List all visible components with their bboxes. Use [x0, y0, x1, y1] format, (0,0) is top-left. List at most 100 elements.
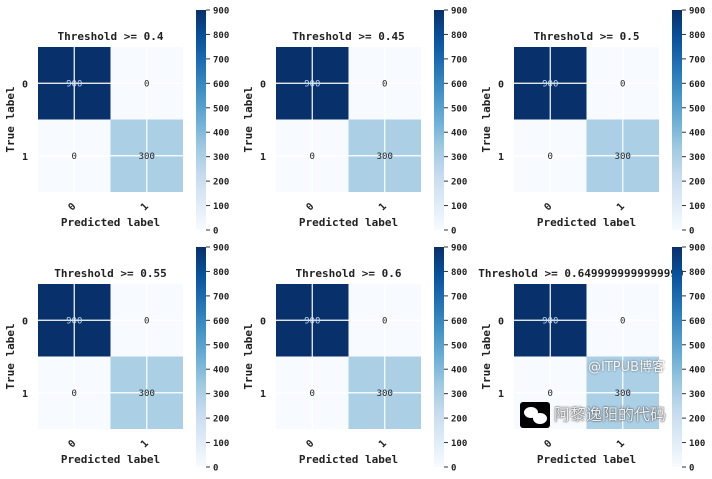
colorbar-tick-label: 0: [213, 227, 218, 237]
x-axis-label: Predicted label: [61, 453, 160, 466]
y-axis-label: True label: [4, 323, 17, 389]
colorbar: [434, 10, 444, 230]
cell-value: 900: [304, 79, 320, 89]
cell-value: 0: [144, 316, 149, 326]
x-tick-label: 0: [542, 438, 554, 450]
panel-title: Threshold >= 0.6499999999999999: [478, 267, 683, 280]
cell-value: 0: [310, 389, 315, 399]
y-axis-label: True label: [480, 323, 493, 389]
x-axis-label: Predicted label: [299, 216, 398, 229]
colorbar-tick-label: 500: [451, 341, 467, 351]
cell-value: 0: [620, 316, 625, 326]
x-tick-label: 1: [377, 201, 389, 213]
y-tick-label: 1: [498, 389, 504, 400]
colorbar-tick-label: 900: [213, 244, 229, 254]
colorbar-tick-label: 700: [213, 292, 229, 302]
x-tick-label: 0: [66, 438, 78, 450]
cell-value: 0: [620, 79, 625, 89]
colorbar-tick-label: 400: [213, 366, 229, 376]
colorbar-tick-label: 400: [689, 129, 705, 139]
colorbar-tick-label: 300: [213, 153, 229, 163]
panel-title: Threshold >= 0.6: [296, 267, 402, 280]
colorbar: [672, 10, 682, 230]
cell-value: 0: [548, 152, 553, 162]
colorbar: [434, 247, 444, 467]
x-tick-label: 1: [615, 438, 627, 450]
y-tick-label: 0: [260, 79, 266, 90]
x-tick-label: 0: [304, 201, 316, 213]
y-axis-label: True label: [480, 86, 493, 152]
cell-value: 900: [542, 316, 558, 326]
cell-value: 0: [72, 152, 77, 162]
colorbar-tick-label: 900: [689, 7, 705, 17]
y-tick-label: 1: [260, 389, 266, 400]
colorbar-tick-label: 200: [689, 178, 705, 188]
x-tick-label: 0: [66, 201, 78, 213]
cell-value: 900: [66, 79, 82, 89]
colorbar-tick-label: 400: [213, 129, 229, 139]
colorbar-tick-label: 500: [689, 104, 705, 114]
x-tick-label: 1: [377, 438, 389, 450]
colorbar-tick-label: 300: [451, 390, 467, 400]
colorbar-tick-label: 200: [451, 178, 467, 188]
colorbar-tick-label: 0: [689, 464, 694, 474]
colorbar-tick-label: 700: [689, 292, 705, 302]
y-tick-label: 1: [22, 152, 28, 163]
colorbar: [196, 247, 206, 467]
colorbar-tick-label: 500: [451, 104, 467, 114]
colorbar-tick-label: 100: [451, 202, 467, 212]
colorbar-tick-label: 600: [213, 80, 229, 90]
cell-value: 0: [382, 316, 387, 326]
colorbar-tick-label: 700: [451, 292, 467, 302]
colorbar-tick-label: 800: [451, 268, 467, 278]
colorbar-tick-label: 600: [689, 317, 705, 327]
y-tick-label: 1: [22, 389, 28, 400]
colorbar-tick-label: 500: [213, 341, 229, 351]
cell-value: 300: [139, 152, 155, 162]
colorbar-tick-label: 400: [451, 366, 467, 376]
colorbar-tick-label: 200: [689, 415, 705, 425]
y-tick-label: 0: [498, 316, 504, 327]
colorbar-tick-label: 700: [213, 55, 229, 65]
x-tick-label: 0: [542, 201, 554, 213]
colorbar-tick-label: 100: [451, 439, 467, 449]
colorbar-tick-label: 300: [213, 390, 229, 400]
colorbar-tick-label: 100: [689, 439, 705, 449]
cell-value: 300: [377, 389, 393, 399]
cell-value: 0: [72, 389, 77, 399]
colorbar-tick-label: 0: [451, 464, 456, 474]
panel-title: Threshold >= 0.55: [54, 267, 167, 280]
colorbar-tick-label: 800: [213, 268, 229, 278]
x-tick-label: 1: [139, 438, 151, 450]
cell-value: 300: [615, 389, 631, 399]
cell-value: 0: [144, 79, 149, 89]
colorbar-tick-label: 900: [451, 244, 467, 254]
colorbar-tick-label: 800: [689, 268, 705, 278]
y-axis-label: True label: [242, 86, 255, 152]
colorbar-tick-label: 800: [451, 31, 467, 41]
y-tick-label: 0: [498, 79, 504, 90]
cell-value: 900: [304, 316, 320, 326]
x-tick-label: 1: [615, 201, 627, 213]
x-tick-label: 0: [304, 438, 316, 450]
colorbar-tick-label: 700: [451, 55, 467, 65]
y-tick-label: 0: [260, 316, 266, 327]
colorbar-tick-label: 800: [689, 31, 705, 41]
y-tick-label: 1: [498, 152, 504, 163]
cell-value: 300: [139, 389, 155, 399]
y-tick-label: 0: [22, 316, 28, 327]
x-axis-label: Predicted label: [299, 453, 398, 466]
cell-value: 300: [377, 152, 393, 162]
x-axis-label: Predicted label: [537, 216, 636, 229]
y-axis-label: True label: [242, 323, 255, 389]
panel-title: Threshold >= 0.45: [292, 30, 405, 43]
y-tick-label: 1: [260, 152, 266, 163]
colorbar-tick-label: 400: [689, 366, 705, 376]
colorbar-tick-label: 200: [213, 178, 229, 188]
colorbar-tick-label: 900: [689, 244, 705, 254]
panel-title: Threshold >= 0.5: [534, 30, 640, 43]
colorbar-tick-label: 300: [689, 390, 705, 400]
cell-value: 0: [382, 79, 387, 89]
colorbar-tick-label: 600: [213, 317, 229, 327]
